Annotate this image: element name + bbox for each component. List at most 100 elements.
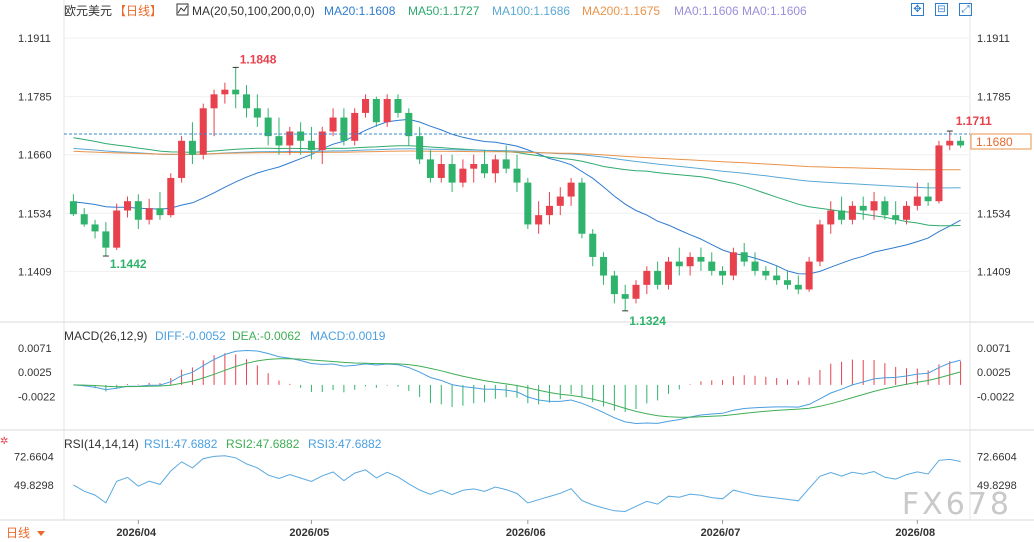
candle-body <box>351 112 359 141</box>
candle-body <box>481 164 489 174</box>
ma-value-label: MA100:1.1686 <box>492 4 570 18</box>
candle-body <box>362 98 370 113</box>
candle-body <box>805 261 813 290</box>
candle-body <box>113 210 121 248</box>
candle-body <box>708 261 716 271</box>
current-price-box <box>970 133 1032 150</box>
candle-body <box>902 205 911 220</box>
candle-body <box>535 215 543 225</box>
candle-body <box>394 98 402 113</box>
period-label[interactable]: 【日线】 <box>114 4 162 18</box>
ma-values-legend: MA20:1.1608 MA50:1.1727 MA100:1.1686 MA200:… <box>324 4 807 18</box>
rsi-right-tick: 49.8298 <box>977 480 1017 492</box>
ma20-line <box>73 118 961 275</box>
candle-body <box>69 201 77 215</box>
crosshair-icon[interactable]: ✥ <box>911 3 924 16</box>
macd-right-tick: 0.0071 <box>977 343 1011 355</box>
candle-body <box>416 136 424 160</box>
date-tick-label: 2026/08 <box>895 527 935 539</box>
minimize-icon[interactable]: ⊟ <box>935 3 948 16</box>
macd-left-tick: 0.0025 <box>18 367 52 379</box>
candle-body <box>329 117 337 132</box>
left-price-tick: 1.1534 <box>18 208 52 220</box>
candle-body <box>751 261 759 271</box>
left-price-ticks: 1.1911 1.1785 1.1660 1.1534 1.1409 <box>18 33 52 278</box>
ma-value-label: MA200:1.1675 <box>582 4 660 18</box>
rsi2-label: RSI2:47.6882 <box>226 437 300 451</box>
candle-body <box>286 131 294 146</box>
high-annotation: 1.1848 <box>240 52 277 66</box>
right-price-tick: 1.1534 <box>977 208 1011 220</box>
rsi3-label: RSI3:47.6882 <box>308 437 382 451</box>
right-price-tick: 1.1785 <box>977 92 1011 104</box>
left-price-tick: 1.1911 <box>18 33 51 45</box>
price-annotations: 1.1848 1.1442 1.1324 1.1711 <box>102 52 992 328</box>
date-tick-label: 2026/05 <box>289 527 329 539</box>
right-price-ticks: 1.1911 1.1785 1.1534 1.1409 <box>977 33 1011 278</box>
candle-body <box>318 131 326 151</box>
date-tick-label: 2026/06 <box>506 527 546 539</box>
left-price-tick: 1.1660 <box>18 150 52 162</box>
candle-body <box>199 108 207 155</box>
candle-body <box>773 275 781 281</box>
candle-body <box>491 159 499 174</box>
candle-body <box>524 182 532 225</box>
candle-body <box>145 208 153 220</box>
rsi-right-tick: 72.6604 <box>977 452 1017 464</box>
macd-dea-line <box>73 358 961 418</box>
candle-body <box>859 205 867 211</box>
rsi-ticks: 72.6604 72.6604 49.8298 49.8298 <box>14 452 1017 492</box>
ma-toggle-icon[interactable] <box>176 3 189 16</box>
ma-params-label: MA(20,50,100,200,0,0) <box>192 4 315 18</box>
candle-body <box>167 177 175 216</box>
panel-frames <box>0 0 1034 521</box>
settings-gear-icon[interactable]: ✲ <box>0 436 8 447</box>
macd-diff-label: DIFF:-0.0052 <box>155 329 226 343</box>
date-axis: 2026/04 2026/05 2026/06 2026/07 2026/08 <box>116 520 935 539</box>
candle-body <box>91 224 99 232</box>
candle-body <box>729 252 737 276</box>
candle-body <box>794 284 802 290</box>
rsi-line <box>73 455 961 513</box>
candle-body <box>470 164 478 169</box>
candle-body <box>405 112 413 137</box>
candle-body <box>264 117 272 137</box>
rsi-panel <box>73 455 961 513</box>
candle-body <box>610 275 618 295</box>
rsi1-label: RSI1:47.6882 <box>144 437 218 451</box>
candle-body <box>513 168 521 183</box>
candle-body <box>589 233 597 257</box>
candle-body <box>719 270 727 276</box>
candle-body <box>156 208 164 216</box>
right-price-tick: 1.1409 <box>977 266 1011 278</box>
moving-average-lines <box>73 118 961 275</box>
macd-ticks: 0.0071 0.0071 0.0025 0.0025 -0.0022 -0.0022 <box>18 343 1014 403</box>
candle-body <box>426 159 434 178</box>
candle-body <box>178 140 186 178</box>
period-tab[interactable]: 日线 <box>6 526 30 540</box>
candle-body <box>913 196 921 206</box>
candle-body <box>578 182 586 234</box>
candle-body <box>448 164 456 183</box>
candle-body <box>697 256 705 262</box>
candle-body <box>459 168 467 183</box>
macd-dea-label: DEA:-0.0062 <box>232 329 301 343</box>
symbol-label: 欧元美元 <box>64 4 112 18</box>
candle-body <box>881 201 889 216</box>
candle-body <box>957 140 965 146</box>
candle-body <box>621 294 629 299</box>
candle-body <box>437 164 445 178</box>
candle-body <box>102 231 110 248</box>
ma-value-label: MA0:1.1606 <box>742 4 807 18</box>
rsi-title: RSI(14,14,14) <box>64 437 139 451</box>
candle-body <box>80 214 88 225</box>
period-dropdown-icon[interactable] <box>37 531 45 536</box>
candle-body <box>210 94 218 109</box>
candle-body <box>545 205 553 216</box>
candle-body <box>556 196 564 206</box>
macd-title: MACD(26,12,9) <box>64 329 147 343</box>
fullscreen-icon[interactable]: ⤢ <box>959 3 972 16</box>
macd-right-tick: -0.0022 <box>977 391 1014 403</box>
